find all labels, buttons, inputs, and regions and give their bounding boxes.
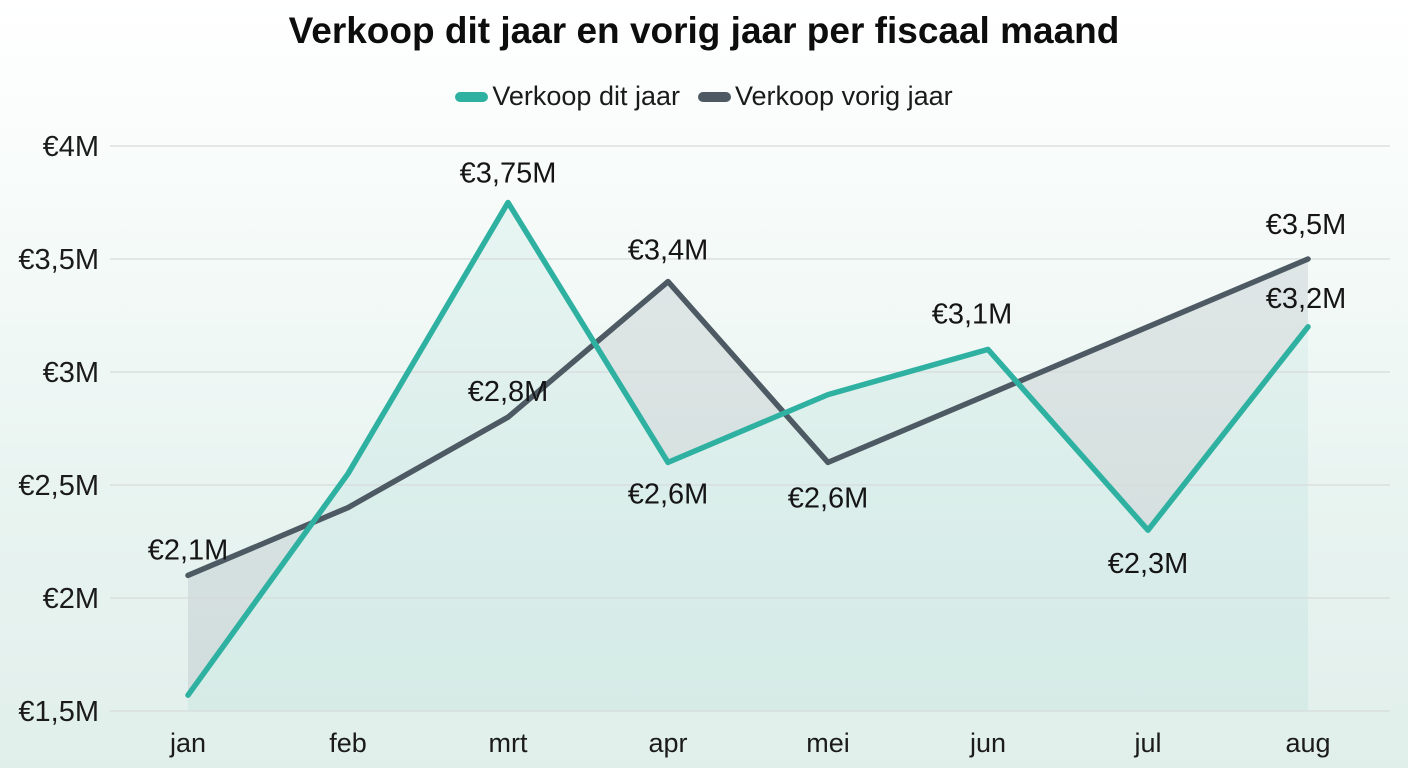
legend-swatch-dit-jaar-icon [455,91,489,102]
legend-label-dit-jaar: Verkoop dit jaar [492,81,680,111]
data-label: €2,3M [1108,548,1189,580]
legend: Verkoop dit jaar Verkoop vorig jaar [0,81,1408,112]
legend-label-vorig-jaar: Verkoop vorig jaar [735,81,953,111]
y-tick-label: €3M [43,357,99,389]
data-label: €3,75M [460,158,557,190]
x-tick-label: mrt [489,728,528,758]
x-tick-label: aug [1285,728,1330,758]
y-axis-labels: €4M €3,5M €3M €2,5M €2M €1,5M [18,131,99,728]
data-label: €2,6M [788,482,869,514]
x-tick-label: feb [329,728,367,758]
y-tick-label: €1,5M [18,696,99,728]
gridlines [110,145,1390,712]
data-label: €2,6M [628,478,709,510]
x-tick-label: apr [648,728,687,758]
x-tick-label: jun [969,728,1006,758]
series-line-vorig-jaar [185,256,1311,579]
x-tick-label: mei [806,728,850,758]
y-tick-label: €2,5M [18,470,99,502]
x-axis-labels: jan feb mrt apr mei jun jul aug [169,728,1331,758]
data-label: €3,2M [1266,283,1347,315]
series-line-dit-jaar [185,199,1311,698]
legend-item-dit-jaar[interactable]: Verkoop dit jaar [455,81,680,112]
chart-title: Verkoop dit jaar en vorig jaar per fisca… [288,10,1120,51]
y-tick-label: €3,5M [18,244,99,276]
data-labels: €3,75M €2,6M €3,1M €2,3M €3,2M €2,1M €2,8M €3,4… [148,158,1347,581]
x-tick-label: jan [169,728,206,758]
y-tick-label: €4M [43,131,99,163]
area-fill-dit-jaar [188,202,1308,711]
y-tick-label: €2M [43,583,99,615]
legend-swatch-vorig-jaar-icon [698,91,731,102]
data-label: €2,8M [468,376,549,408]
x-tick-label: jul [1133,728,1161,758]
data-label: €2,1M [148,534,229,566]
data-label: €3,5M [1266,209,1347,241]
data-label: €3,1M [932,298,1013,330]
data-label: €3,4M [628,235,709,267]
legend-item-vorig-jaar[interactable]: Verkoop vorig jaar [698,81,953,112]
